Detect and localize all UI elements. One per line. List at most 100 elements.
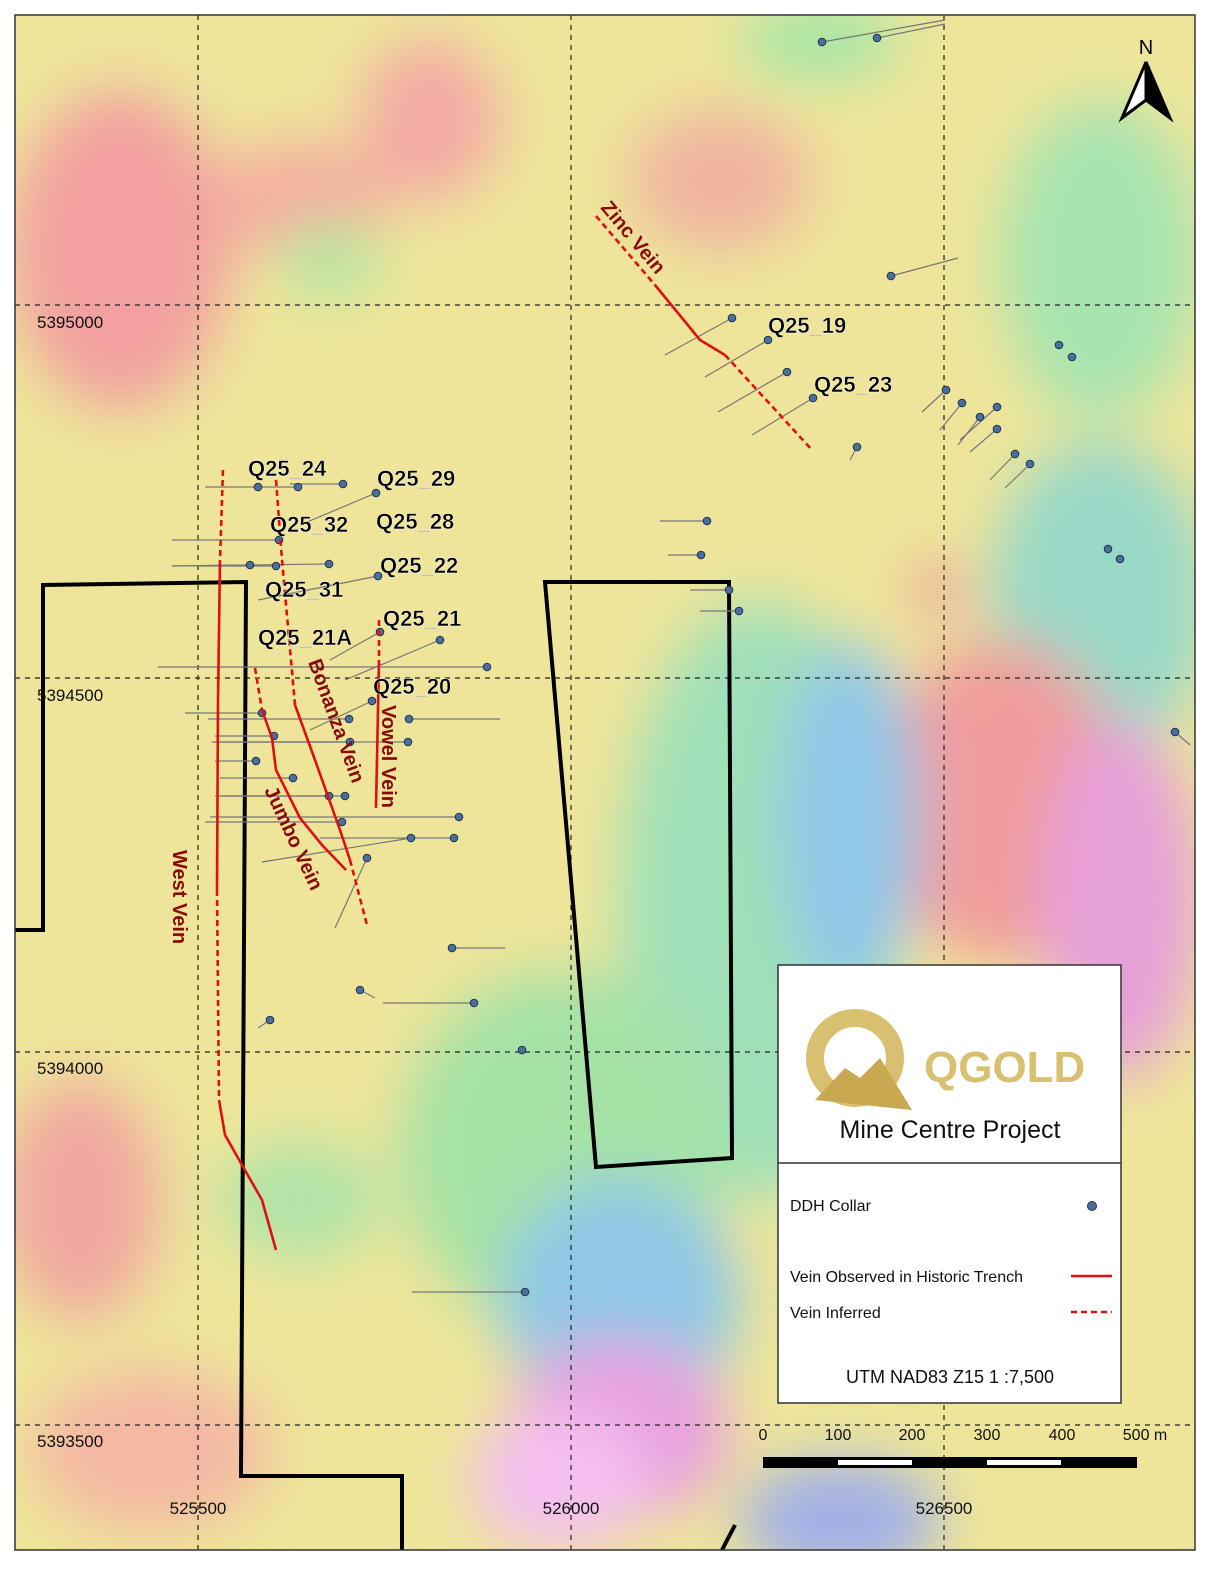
boundary [720, 1524, 737, 1551]
ddh-collar [1054, 340, 1064, 350]
hole-label: Q25_31 [265, 577, 343, 602]
ddh-collar [373, 571, 383, 581]
drill-trace [959, 406, 998, 441]
drill-trace [876, 23, 946, 39]
legend-text: Vein Inferred [790, 1305, 881, 1322]
vein-inferred [274, 479, 297, 706]
vein-observed [374, 659, 381, 809]
northing-label: 5394000 [37, 1059, 103, 1078]
legend-box [777, 964, 1122, 1404]
ddh-collar [517, 1045, 527, 1055]
arrow-right [1144, 61, 1174, 123]
drill-trace [334, 857, 368, 929]
ddh-collar [251, 756, 261, 766]
ddh-collar [975, 412, 985, 422]
hole-label: Q25_21 [383, 606, 461, 631]
drill-trace [1004, 463, 1031, 489]
vein-observed [217, 1099, 278, 1251]
drill-trace [989, 453, 1016, 481]
easting-label: 526000 [543, 1499, 600, 1518]
hole-label: Q25_21A [258, 625, 352, 650]
boundary [15, 579, 404, 1550]
ddh-collar [324, 559, 334, 569]
ddh-collar [1010, 449, 1020, 459]
drill-trace [939, 402, 963, 431]
map-frame [14, 14, 1196, 1551]
ddh-collar [482, 662, 492, 672]
vein-inferred [724, 354, 813, 451]
northing-label: 5393500 [37, 1432, 103, 1451]
ddh-collar [1067, 352, 1077, 362]
easting-label: 526500 [916, 1499, 973, 1518]
north-arrow: N [1118, 37, 1174, 123]
ddh-collar [293, 482, 303, 492]
property-boundary [15, 579, 737, 1551]
ddh-collar [1025, 459, 1035, 469]
legend-text: Vein Observed in Historic Trench [790, 1269, 1023, 1286]
legend: QGOLD Mine Centre Project DDH Collar Vei… [777, 964, 1122, 1404]
project-title: Mine Centre Project [840, 1116, 1061, 1144]
drill-trace [329, 631, 381, 661]
ddh-collar [782, 367, 792, 377]
drill-trace [704, 339, 769, 378]
logo-mountain [815, 1058, 912, 1110]
drill-trace [257, 575, 379, 601]
vein-label: Vowel Vein [377, 705, 399, 808]
ddh-collar [454, 812, 464, 822]
vein-observed [293, 704, 352, 861]
vein-inferred [215, 889, 221, 1101]
drill-trace [821, 19, 946, 43]
ddh-collar [1170, 727, 1180, 737]
scale-bar-segment [838, 1460, 912, 1465]
vein-inferred [253, 667, 264, 711]
northing-label: 5394500 [37, 686, 103, 705]
ddh-collar [449, 833, 459, 843]
drill-trace [890, 257, 959, 277]
ddh-collar [271, 561, 281, 571]
hole-label: Q25_24 [248, 456, 327, 481]
scale-label: 400 [1049, 1427, 1076, 1444]
vein-inferred [218, 469, 225, 561]
drill-trace [957, 416, 981, 446]
ddh-collar [362, 853, 372, 863]
ddh-collar [724, 585, 734, 595]
ddh-collar [404, 714, 414, 724]
drill-holes [158, 19, 1191, 1297]
ddh-collar [696, 550, 706, 560]
scale-label: 100 [825, 1427, 852, 1444]
ddh-collar [435, 635, 445, 645]
ddh-collar [447, 943, 457, 953]
ddh-collar [344, 714, 354, 724]
ddh-collar [338, 479, 348, 489]
ddh-collar [941, 385, 951, 395]
ddh-collar [403, 737, 413, 747]
drill-trace [299, 492, 377, 526]
ddh-collar [992, 402, 1002, 412]
ddh-collar [1115, 554, 1125, 564]
vein-inferred [348, 859, 369, 926]
ddh-collar [872, 33, 882, 43]
boundary [542, 580, 735, 1170]
hole-label: Q25_23 [814, 372, 892, 397]
hole-label: Q25_20 [373, 674, 451, 699]
hole-label: Q25_29 [377, 466, 455, 491]
scale-label: 0 [759, 1427, 768, 1444]
ddh-collar [886, 271, 896, 281]
ddh-collar [469, 998, 479, 1008]
easting-label: 525500 [170, 1499, 227, 1518]
scale-label: 500 m [1123, 1427, 1167, 1444]
ddh-collar [957, 398, 967, 408]
ddh-collar [734, 606, 744, 616]
north-label: N [1139, 37, 1153, 59]
ddh-collar [288, 773, 298, 783]
hole-label: Q25_28 [376, 509, 454, 534]
ddh-collar [345, 737, 355, 747]
scale-bar-outline [763, 1457, 1137, 1468]
ddh-collar [808, 393, 818, 403]
ddh-collar [265, 1015, 275, 1025]
drill-trace [309, 700, 373, 731]
ddh-collar [817, 37, 827, 47]
drill-trace [969, 428, 998, 453]
vein-inferred [595, 215, 656, 286]
